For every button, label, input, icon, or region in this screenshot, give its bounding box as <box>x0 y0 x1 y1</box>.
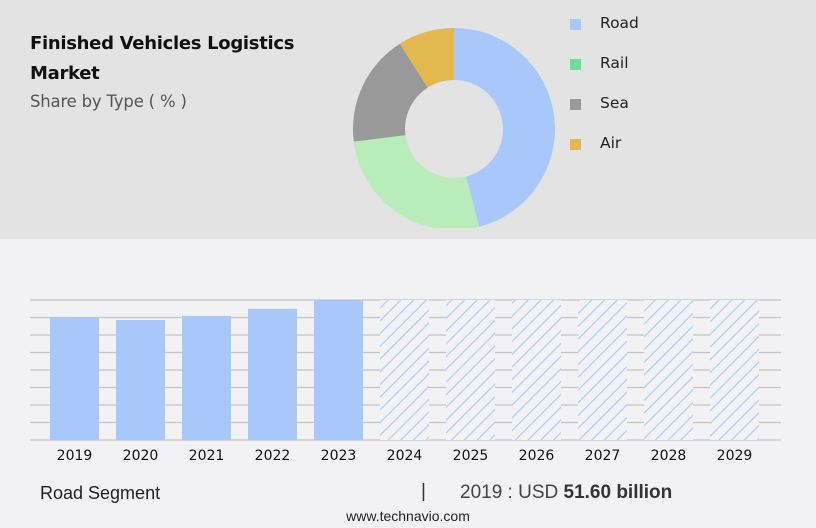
x-tick-label: 2023 <box>321 448 357 464</box>
segment-value-amount: 51.60 billion <box>563 482 673 503</box>
x-tick-label: 2024 <box>387 448 423 464</box>
forecast-bar-2027 <box>578 300 627 440</box>
forecast-bar-2028 <box>644 300 693 440</box>
bar-chart-svg: 2019 2020 2021 2022 2023 2024 2025 2026 2027 2028… <box>30 299 781 464</box>
legend-label-rail: Rail <box>600 54 629 72</box>
x-tick-label: 2029 <box>717 448 753 464</box>
legend-swatch-sea <box>570 99 581 110</box>
bar-2019 <box>50 317 99 440</box>
donut-chart <box>340 0 580 228</box>
bar-2022 <box>248 308 297 440</box>
x-tick-label: 2020 <box>123 448 159 464</box>
chart-subtitle: Share by Type ( % ) <box>30 92 187 111</box>
legend-label-road: Road <box>600 14 639 32</box>
donut-segment-road <box>454 28 555 227</box>
forecast-bar-2026 <box>512 300 561 440</box>
chart-title: Finished Vehicles Logistics Market <box>30 33 295 84</box>
x-tick-label: 2026 <box>519 448 555 464</box>
segment-year-label: 2019 : USD <box>460 482 564 503</box>
legend-label-air: Air <box>600 134 622 152</box>
x-tick-label: 2019 <box>57 448 93 464</box>
legend-swatch-road <box>570 19 581 30</box>
x-tick-label: 2028 <box>651 448 687 464</box>
legend-swatch-air <box>570 139 581 150</box>
forecast-bar-2025 <box>446 300 495 440</box>
legend-label-sea: Sea <box>600 94 629 112</box>
forecast-bar-2029 <box>710 300 759 440</box>
bar-2021 <box>182 315 231 440</box>
bar-2020 <box>116 320 165 440</box>
x-tick-label: 2021 <box>189 448 225 464</box>
x-tick-label: 2027 <box>585 448 621 464</box>
footer-separator: | <box>421 481 426 502</box>
segment-label: Road Segment <box>40 483 161 503</box>
x-tick-label: 2022 <box>255 448 291 464</box>
source-url: www.technavio.com <box>346 508 470 524</box>
donut-segment-sea <box>353 43 428 142</box>
donut-chart-svg <box>353 28 555 228</box>
forecast-bar-2024 <box>380 300 429 440</box>
donut-segment-air <box>399 28 454 88</box>
x-tick-label: 2025 <box>453 448 489 464</box>
segment-value: 2019 : USD 51.60 billion <box>460 482 672 504</box>
legend-swatch-rail <box>570 59 581 70</box>
bar-2023 <box>314 300 363 440</box>
header-panel: Finished Vehicles Logistics Market Share… <box>0 0 816 239</box>
donut-segment-rail <box>353 135 480 228</box>
bar-chart: 2019 2020 2021 2022 2023 2024 2025 2026 2027 2028… <box>0 239 816 469</box>
